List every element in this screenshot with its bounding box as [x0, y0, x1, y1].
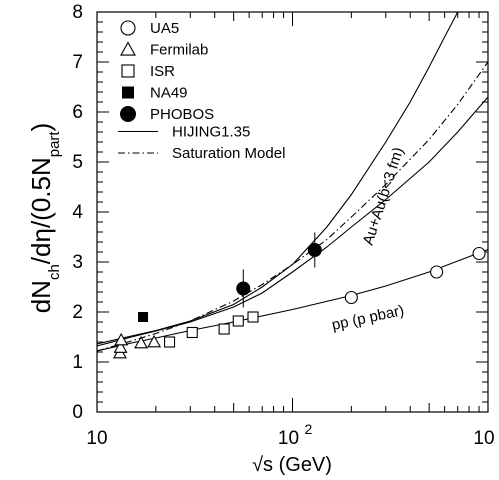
- curve-label-pp: pp (p pbar): [330, 302, 405, 334]
- x-tick-label: 10: [278, 428, 299, 449]
- marker-open-triangle: [113, 340, 128, 353]
- axes: 01234567810102103√s (GeV)dNch/dη/(0.5Npa…: [26, 2, 495, 476]
- marker-filled-circle: [307, 243, 322, 257]
- y-tick-label: 4: [72, 202, 83, 223]
- marker-open-square: [186, 326, 198, 339]
- marker-open-circle: [344, 290, 358, 305]
- x-axis-title: √s (GeV): [252, 454, 332, 476]
- legend-label: ISR: [150, 63, 175, 80]
- marker-open-square: [121, 64, 135, 78]
- y-tick-label: 8: [72, 2, 83, 23]
- y-tick-label: 0: [72, 402, 83, 423]
- legend-label: UA5: [150, 20, 179, 37]
- marker-open-circle: [472, 246, 486, 261]
- marker-open-triangle: [147, 334, 162, 348]
- marker-open-triangle: [114, 332, 129, 346]
- marker-filled-circle: [236, 281, 251, 296]
- labels: Au+Au(b<3 fm) pp (p pbar): [330, 145, 407, 334]
- x-tick-exponent: 2: [305, 421, 313, 437]
- marker-open-square: [218, 323, 230, 335]
- marker-filled-circle: [120, 106, 136, 122]
- curve-saturation-model-2: [97, 61, 488, 352]
- curve-label-auau: Au+Au(b<3 fm): [360, 145, 408, 247]
- curve-hijing1-35-0: [97, 12, 459, 345]
- marker-filled-square: [138, 312, 149, 322]
- markers: [112, 232, 486, 359]
- marker-open-circle: [430, 265, 444, 279]
- y-tick-label: 1: [72, 352, 83, 373]
- legend-label: HIJING1.35: [172, 124, 250, 141]
- curve-hijing1-35-1: [97, 96, 488, 347]
- y-tick-label: 7: [72, 52, 83, 73]
- y-tick-label: 3: [72, 252, 83, 273]
- y-axis-title: dNch/dη/(0.5Npart): [26, 123, 63, 314]
- y-tick-label: 2: [72, 302, 83, 323]
- legend-label: Saturation Model: [172, 145, 285, 162]
- marker-open-circle: [120, 20, 136, 36]
- y-tick-label: 6: [72, 102, 83, 123]
- x-tick-label: 10: [86, 428, 107, 449]
- legend-label: NA49: [150, 85, 188, 102]
- marker-open-square: [232, 315, 244, 327]
- marker-open-triangle: [134, 335, 148, 349]
- x-tick-label: 10: [473, 428, 494, 449]
- marker-open-square: [163, 336, 176, 348]
- marker-filled-square: [122, 86, 134, 99]
- marker-open-square: [247, 311, 259, 323]
- legend-label: PHOBOS: [150, 106, 214, 123]
- legend-label: Fermilab: [150, 42, 208, 59]
- marker-open-triangle: [120, 41, 136, 56]
- y-tick-label: 5: [72, 152, 83, 173]
